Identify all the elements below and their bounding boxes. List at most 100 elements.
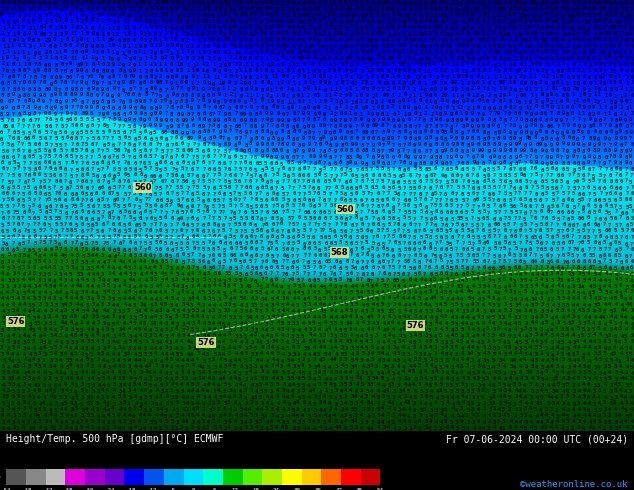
- Text: 5: 5: [582, 394, 585, 399]
- Text: 9: 9: [5, 105, 8, 110]
- Text: 4: 4: [588, 420, 592, 425]
- Text: 4: 4: [32, 425, 36, 431]
- Text: 0: 0: [456, 74, 460, 79]
- Text: 6: 6: [202, 160, 205, 165]
- Text: 9: 9: [477, 105, 480, 110]
- Text: 6: 6: [545, 216, 548, 221]
- Text: 7: 7: [314, 143, 317, 147]
- Text: 4: 4: [608, 302, 611, 307]
- Text: 3: 3: [133, 377, 136, 382]
- Text: 0: 0: [335, 99, 338, 104]
- Text: 7: 7: [108, 117, 111, 122]
- Text: 8: 8: [380, 123, 384, 128]
- Text: 7: 7: [58, 88, 61, 93]
- Text: 7: 7: [290, 253, 294, 259]
- Text: 7: 7: [298, 185, 301, 190]
- Text: 1: 1: [266, 98, 269, 103]
- Text: 1: 1: [375, 93, 378, 98]
- Text: 9: 9: [429, 31, 432, 36]
- Text: 6: 6: [2, 155, 5, 160]
- Text: 5: 5: [302, 185, 306, 191]
- Text: 7: 7: [450, 185, 453, 190]
- Text: 1: 1: [325, 93, 328, 98]
- Text: 3: 3: [292, 339, 295, 344]
- Text: 7: 7: [423, 155, 426, 160]
- Text: 8: 8: [454, 130, 458, 135]
- Text: 7: 7: [529, 192, 533, 196]
- Text: 0: 0: [557, 43, 560, 48]
- Text: 0: 0: [365, 25, 368, 30]
- Text: 3: 3: [217, 400, 220, 405]
- Text: 7: 7: [276, 222, 279, 227]
- Text: 0: 0: [482, 20, 486, 25]
- Text: 7: 7: [550, 111, 553, 116]
- Text: 8: 8: [424, 142, 427, 147]
- Text: 8: 8: [392, 123, 396, 129]
- Text: 0: 0: [291, 50, 294, 55]
- Text: 3: 3: [349, 377, 353, 382]
- Text: 6: 6: [127, 149, 130, 154]
- Text: 8: 8: [285, 149, 289, 154]
- Text: 0: 0: [371, 44, 374, 49]
- Text: 1: 1: [461, 19, 465, 24]
- Text: 8: 8: [107, 80, 110, 86]
- Text: 5: 5: [555, 308, 559, 313]
- Text: 4: 4: [566, 333, 569, 338]
- Text: 7: 7: [21, 142, 24, 147]
- Text: 6: 6: [455, 229, 458, 234]
- Text: 3: 3: [412, 425, 415, 430]
- Text: 6: 6: [75, 210, 78, 215]
- Text: 5: 5: [277, 351, 280, 356]
- Text: 5: 5: [303, 217, 307, 221]
- Text: 5: 5: [387, 413, 390, 417]
- Text: 5: 5: [345, 241, 348, 246]
- Text: 4: 4: [81, 346, 84, 351]
- Text: 3: 3: [37, 358, 40, 363]
- Text: 9: 9: [391, 136, 394, 141]
- Text: 0: 0: [234, 0, 237, 5]
- Text: 4: 4: [498, 333, 501, 338]
- Text: 3: 3: [467, 408, 470, 413]
- Text: 8: 8: [158, 80, 162, 85]
- Text: 2: 2: [398, 93, 401, 98]
- Text: 9: 9: [472, 148, 475, 153]
- Text: 3: 3: [625, 278, 628, 283]
- Text: 0: 0: [514, 37, 517, 42]
- Text: 0: 0: [382, 38, 385, 43]
- Text: 9: 9: [164, 0, 167, 5]
- Text: 0: 0: [219, 30, 222, 36]
- Text: 9: 9: [318, 25, 321, 30]
- Text: 5: 5: [243, 191, 247, 196]
- Text: 4: 4: [276, 327, 280, 332]
- Text: 1: 1: [298, 80, 301, 85]
- Text: 5: 5: [556, 234, 559, 240]
- Text: 3: 3: [387, 303, 391, 308]
- Text: 6: 6: [345, 248, 348, 253]
- Text: 2: 2: [44, 49, 48, 55]
- Text: 9: 9: [150, 25, 153, 30]
- Text: 0: 0: [365, 105, 368, 110]
- Text: 4: 4: [17, 271, 20, 276]
- Text: 6: 6: [69, 179, 72, 185]
- Text: 6: 6: [117, 179, 120, 184]
- Text: 1: 1: [32, 26, 36, 31]
- Text: 2: 2: [245, 0, 249, 5]
- Text: 3: 3: [322, 333, 326, 339]
- Text: 4: 4: [356, 371, 359, 376]
- Text: 6: 6: [360, 246, 364, 251]
- Text: 0: 0: [287, 68, 290, 73]
- Text: 5: 5: [414, 204, 417, 209]
- Text: 3: 3: [6, 339, 10, 344]
- Text: 6: 6: [387, 210, 391, 215]
- Text: 2: 2: [325, 19, 328, 24]
- Bar: [262, 469, 282, 485]
- Text: 6: 6: [599, 234, 602, 239]
- Text: 7: 7: [317, 223, 320, 228]
- Text: 5: 5: [112, 167, 115, 172]
- Text: 4: 4: [307, 370, 311, 376]
- Text: 0: 0: [451, 100, 455, 105]
- Text: 4: 4: [158, 346, 162, 351]
- Text: 4: 4: [387, 339, 390, 344]
- Text: 3: 3: [365, 420, 368, 425]
- Text: 9: 9: [70, 1, 74, 6]
